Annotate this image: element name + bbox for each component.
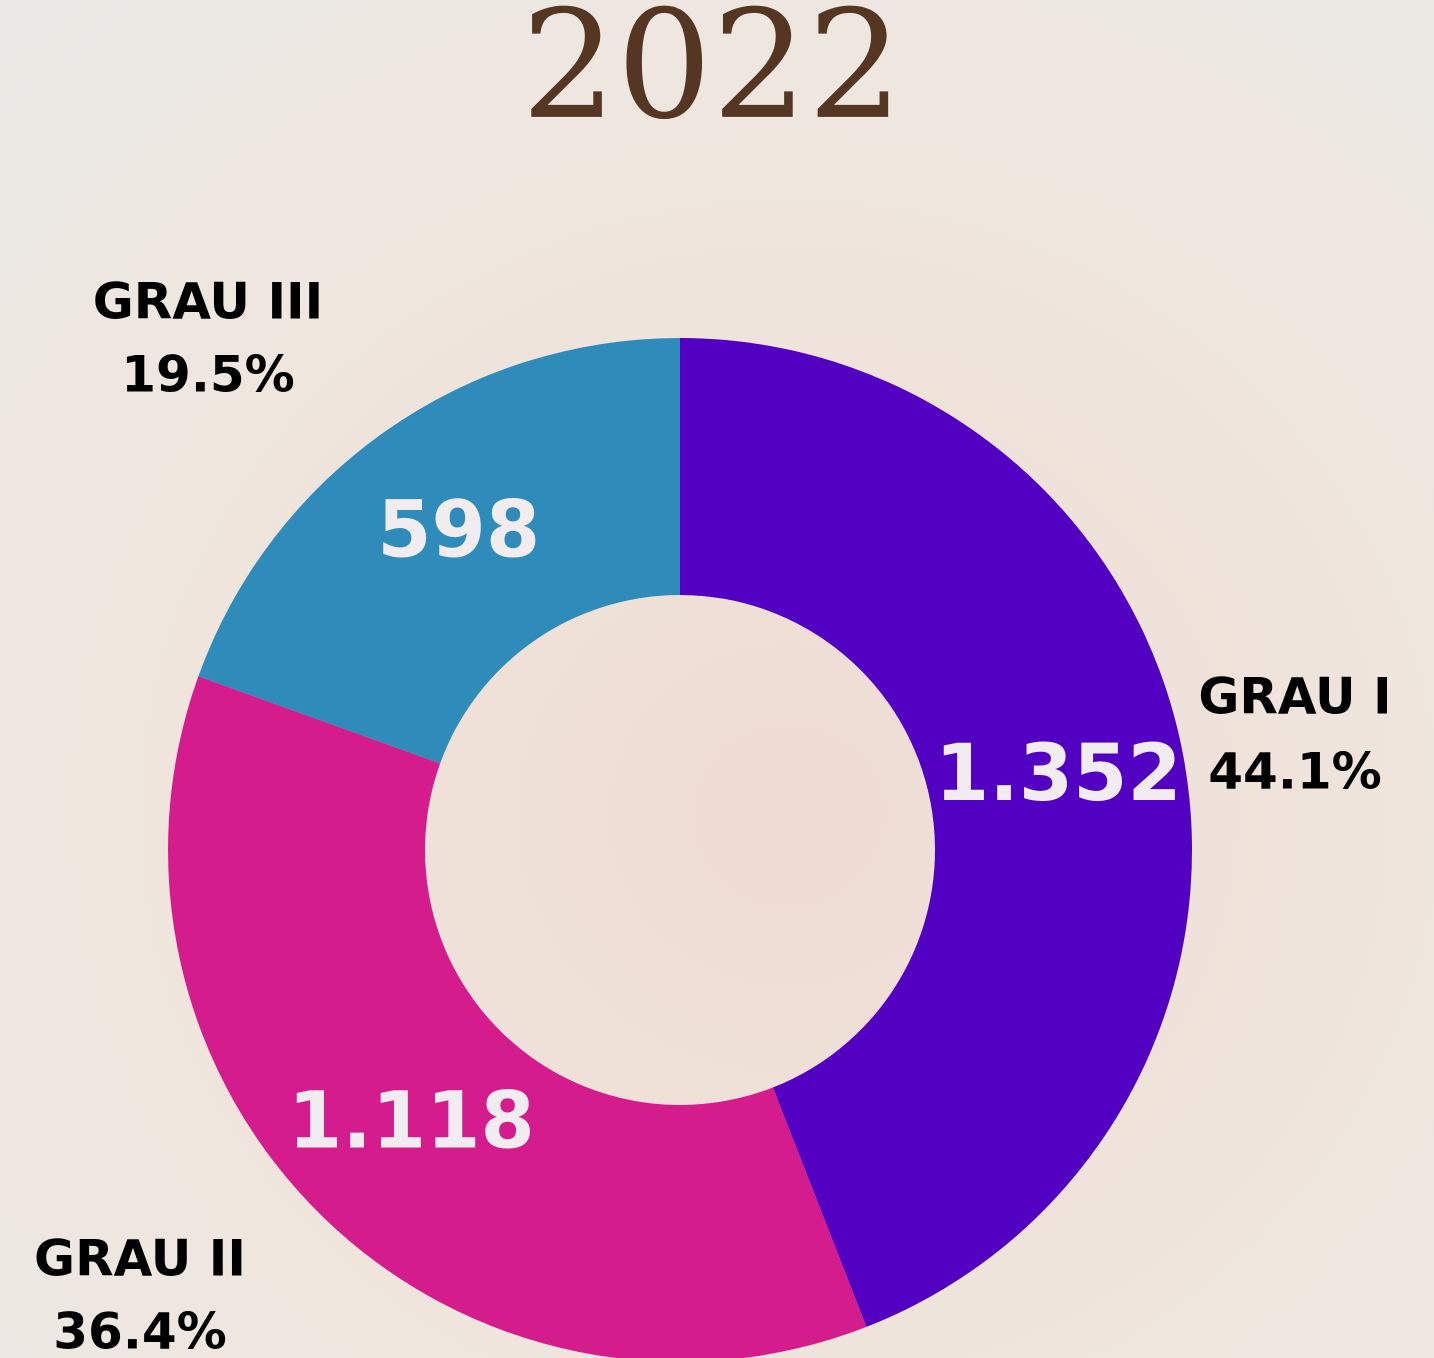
donut-slice [680, 338, 1193, 1327]
chart-title: 2022 [521, 0, 903, 153]
percent-label: 44.1% [1208, 743, 1381, 801]
donut-slice [168, 676, 867, 1358]
value-label: 1.118 [288, 1076, 535, 1166]
category-label: GRAU III [93, 273, 324, 331]
donut-slice [198, 338, 681, 764]
value-label: 598 [377, 485, 540, 575]
percent-label: 36.4% [53, 1303, 226, 1358]
value-label: 1.352 [935, 729, 1182, 819]
category-label: GRAU II [34, 1230, 246, 1288]
percent-label: 19.5% [121, 346, 294, 404]
category-label: GRAU I [1198, 668, 1391, 726]
